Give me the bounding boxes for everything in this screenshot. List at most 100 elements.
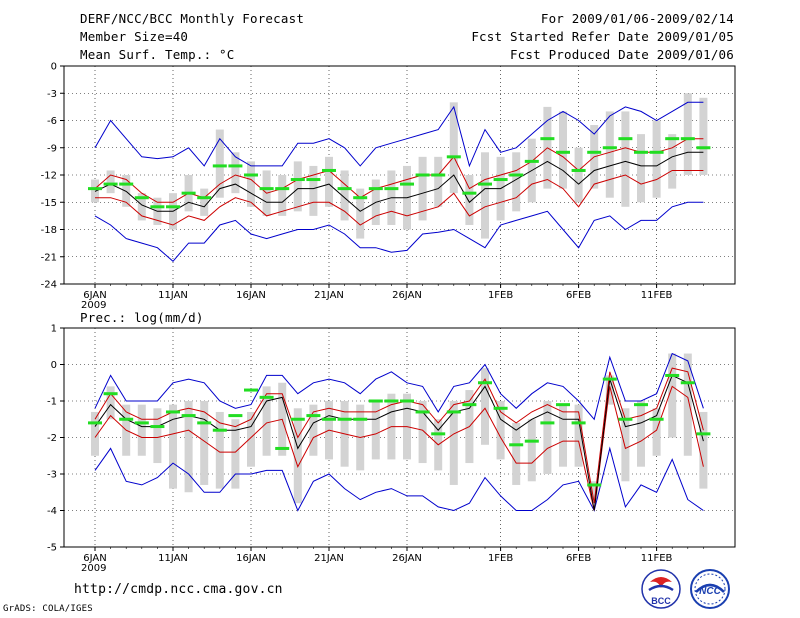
ensemble-box bbox=[200, 188, 209, 216]
median-marker bbox=[400, 399, 414, 403]
median-marker bbox=[337, 417, 352, 421]
member-size: Member Size=40 bbox=[80, 29, 189, 44]
median-marker bbox=[509, 443, 524, 447]
median-marker bbox=[134, 196, 149, 200]
median-marker bbox=[587, 150, 602, 154]
min-line bbox=[94, 201, 704, 263]
ensemble-box bbox=[559, 404, 567, 467]
median-marker bbox=[446, 410, 461, 414]
ensemble-box bbox=[621, 111, 630, 207]
median-marker bbox=[353, 196, 368, 200]
median-marker bbox=[431, 173, 446, 177]
median-marker bbox=[368, 399, 383, 403]
year-label: 2009 bbox=[81, 300, 106, 311]
ensemble-box bbox=[137, 193, 146, 221]
ensemble-box bbox=[527, 419, 536, 482]
precip-label: Prec.: log(mm/d) bbox=[80, 310, 204, 325]
ensemble-box bbox=[325, 156, 333, 207]
median-marker bbox=[322, 168, 336, 172]
ensemble-box bbox=[481, 152, 489, 239]
median-marker bbox=[119, 417, 134, 421]
y-tick-label: -24 bbox=[41, 280, 57, 291]
ensemble-mean-line bbox=[94, 374, 704, 511]
median-marker bbox=[384, 187, 399, 191]
ensemble-box bbox=[340, 170, 349, 221]
median-marker bbox=[571, 421, 586, 425]
upper-band-line bbox=[94, 367, 704, 504]
median-marker bbox=[88, 421, 102, 425]
median-marker bbox=[228, 414, 243, 418]
ensemble-box bbox=[231, 419, 240, 489]
max-line bbox=[94, 101, 704, 168]
median-marker bbox=[290, 417, 305, 421]
source-url[interactable]: http://cmdp.ncc.cma.gov.cn bbox=[74, 582, 283, 597]
median-marker bbox=[88, 187, 102, 191]
x-tick-label: 16JAN bbox=[236, 553, 266, 564]
ensemble-box bbox=[106, 386, 115, 420]
y-tick-label: -15 bbox=[41, 198, 57, 209]
ensemble-box bbox=[153, 408, 162, 464]
x-tick-label: 6FEB bbox=[566, 553, 591, 564]
ensemble-box bbox=[278, 175, 287, 216]
median-marker bbox=[212, 164, 227, 168]
median-marker bbox=[649, 150, 664, 154]
median-marker bbox=[337, 187, 352, 191]
median-marker bbox=[618, 417, 633, 421]
ensemble-box bbox=[106, 170, 115, 194]
x-tick-label: 11FEB bbox=[641, 553, 673, 564]
median-marker bbox=[462, 191, 477, 195]
y-tick-label: -9 bbox=[47, 143, 57, 154]
median-marker bbox=[556, 403, 570, 407]
ensemble-box bbox=[137, 404, 146, 456]
forecast-produced-date: Fcst Produced Date 2009/01/06 bbox=[509, 47, 734, 62]
x-tick-label: 21JAN bbox=[314, 553, 344, 564]
ensemble-box bbox=[605, 111, 614, 198]
median-marker bbox=[696, 432, 711, 436]
x-tick-label: 11JAN bbox=[158, 290, 188, 301]
median-marker bbox=[275, 187, 290, 191]
x-tick-label: 11JAN bbox=[158, 553, 188, 564]
y-tick-label: -3 bbox=[47, 470, 57, 481]
y-tick-label: -12 bbox=[41, 171, 57, 182]
median-marker bbox=[665, 137, 680, 141]
ensemble-box bbox=[668, 134, 677, 189]
median-marker bbox=[524, 159, 539, 163]
median-marker bbox=[634, 150, 648, 154]
y-tick-label: 0 bbox=[51, 62, 57, 73]
median-marker bbox=[103, 182, 118, 186]
bcc-logo: BCC bbox=[641, 569, 681, 609]
ensemble-box bbox=[574, 147, 583, 203]
ensemble-box bbox=[356, 188, 365, 239]
ensemble-box bbox=[683, 353, 692, 456]
y-tick-label: -1 bbox=[47, 397, 57, 408]
ensemble-box bbox=[247, 161, 255, 207]
ensemble-box bbox=[215, 411, 224, 489]
ensemble-mean-line bbox=[94, 151, 704, 212]
lower-band-line bbox=[95, 170, 704, 226]
median-marker bbox=[290, 178, 305, 182]
median-marker bbox=[649, 417, 664, 421]
forecast-title: DERF/NCC/BCC Monthly Forecast bbox=[80, 11, 305, 26]
median-marker bbox=[322, 417, 336, 421]
y-tick-label: -18 bbox=[41, 225, 57, 236]
x-tick-label: 6FEB bbox=[566, 290, 591, 301]
x-tick-label: 26JAN bbox=[392, 290, 422, 301]
grads-credit: GrADS: COLA/IGES bbox=[3, 604, 93, 614]
y-tick-label: -3 bbox=[47, 89, 57, 100]
upper-band-line bbox=[94, 138, 704, 203]
x-tick-label: 11FEB bbox=[641, 290, 673, 301]
median-marker bbox=[244, 173, 258, 177]
ensemble-box bbox=[247, 411, 255, 467]
ncc-logo: NCC bbox=[690, 569, 730, 609]
ensemble-box bbox=[543, 401, 552, 474]
median-marker bbox=[478, 182, 492, 186]
median-marker bbox=[431, 432, 446, 436]
median-marker bbox=[493, 406, 508, 410]
median-marker bbox=[400, 182, 414, 186]
median-marker bbox=[166, 205, 180, 209]
y-tick-label: 1 bbox=[51, 324, 57, 335]
median-marker bbox=[415, 410, 430, 414]
ensemble-box bbox=[574, 404, 583, 467]
median-marker bbox=[618, 137, 633, 141]
median-marker bbox=[181, 414, 196, 418]
